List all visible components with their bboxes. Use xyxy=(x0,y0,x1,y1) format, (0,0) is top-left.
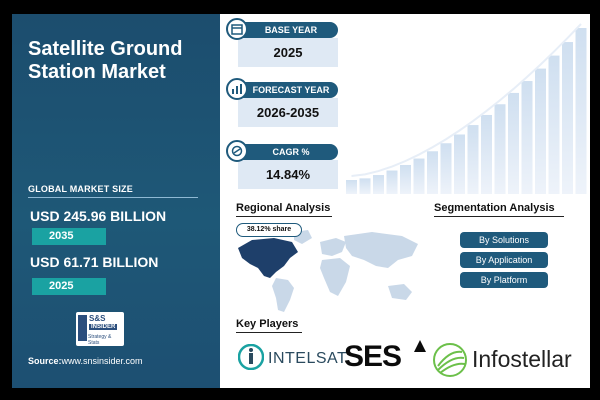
decor-bar xyxy=(359,178,371,194)
source-url: www.snsinsider.com xyxy=(61,356,143,366)
year-badge-2025: 2025 xyxy=(32,278,106,295)
infostellar-logo: Infostellar xyxy=(472,346,572,372)
stat-label: BASE YEAR xyxy=(234,22,338,38)
stat-label: FORECAST YEAR xyxy=(234,82,338,98)
intelsat-logo: INTELSAT. xyxy=(268,350,351,367)
segmentation-title: Segmentation Analysis xyxy=(434,202,555,214)
decor-bar xyxy=(427,151,438,194)
source-line: Source:www.snsinsider.com xyxy=(28,356,143,366)
growth-bars-graphic xyxy=(346,23,587,194)
year-badge-2035: 2035 xyxy=(32,228,106,245)
regional-title: Regional Analysis xyxy=(236,202,331,214)
regional-share-badge: 38.12% share xyxy=(236,223,302,237)
africa-region xyxy=(320,258,350,296)
logo-mark-icon xyxy=(78,315,87,341)
left-panel: Satellite Ground Station Market GLOBAL M… xyxy=(12,14,220,388)
infographic: Satellite Ground Station Market GLOBAL M… xyxy=(12,14,590,388)
decor-bar xyxy=(373,175,384,194)
segment-by-solutions[interactable]: By Solutions xyxy=(460,232,548,248)
decor-bar xyxy=(575,28,587,194)
decor-bar xyxy=(386,170,398,194)
company-logo: S&S INSIDER Strategy & Stats xyxy=(76,312,124,346)
logo-text-bottom: Strategy & Stats xyxy=(88,334,112,346)
source-label: Source: xyxy=(28,356,62,366)
calendar-icon xyxy=(226,18,248,40)
decor-bar xyxy=(481,114,492,194)
australia-region xyxy=(388,284,412,300)
decor-bar xyxy=(346,180,357,194)
intelsat-logo-icon xyxy=(238,344,264,370)
title-line-2: Station Market xyxy=(28,61,166,83)
europe-region xyxy=(320,238,346,256)
logo-text-top: S&S xyxy=(89,314,106,323)
ses-triangle-icon xyxy=(414,340,426,352)
decor-bar xyxy=(400,164,411,194)
decor-bar xyxy=(413,158,425,194)
ses-logo: SES xyxy=(344,340,402,373)
divider xyxy=(28,197,198,198)
divider xyxy=(236,332,302,333)
decor-bar xyxy=(440,143,452,194)
market-value-2035: USD 245.96 BILLION xyxy=(30,208,167,224)
decor-bar xyxy=(521,81,533,194)
decor-bar xyxy=(467,125,479,194)
south-america-region xyxy=(272,278,294,312)
stat-label: CAGR % xyxy=(234,144,338,160)
market-value-2025: USD 61.71 BILLION xyxy=(30,254,159,270)
market-size-label: GLOBAL MARKET SIZE xyxy=(28,184,133,194)
key-players-title: Key Players xyxy=(236,318,299,330)
title-line-1: Satellite Ground xyxy=(28,38,183,60)
decor-bar xyxy=(562,42,573,194)
north-america-region xyxy=(238,238,298,278)
stat-value: 2025 xyxy=(238,38,338,67)
segment-by-application[interactable]: By Application xyxy=(460,252,548,268)
decor-bar xyxy=(535,68,546,194)
world-map xyxy=(238,230,418,312)
chart-icon xyxy=(226,78,248,100)
stat-value: 14.84% xyxy=(238,160,338,189)
page-title: Satellite Ground Station Market xyxy=(28,38,218,84)
stat-value: 2026-2035 xyxy=(238,98,338,127)
logo-text-mid: INSIDER xyxy=(89,324,118,330)
decor-bar xyxy=(508,92,519,194)
segment-by-platform[interactable]: By Platform xyxy=(460,272,548,288)
growth-icon xyxy=(226,140,248,162)
key-players-logos: INTELSAT. SES Infostellar xyxy=(234,340,590,384)
asia-region xyxy=(344,232,418,268)
divider xyxy=(434,216,564,217)
decor-bar xyxy=(548,55,560,194)
infostellar-logo-icon xyxy=(433,343,467,377)
decor-trend-line xyxy=(351,23,582,177)
divider xyxy=(236,216,332,217)
decor-bar xyxy=(454,134,465,194)
decor-bar xyxy=(494,104,506,194)
